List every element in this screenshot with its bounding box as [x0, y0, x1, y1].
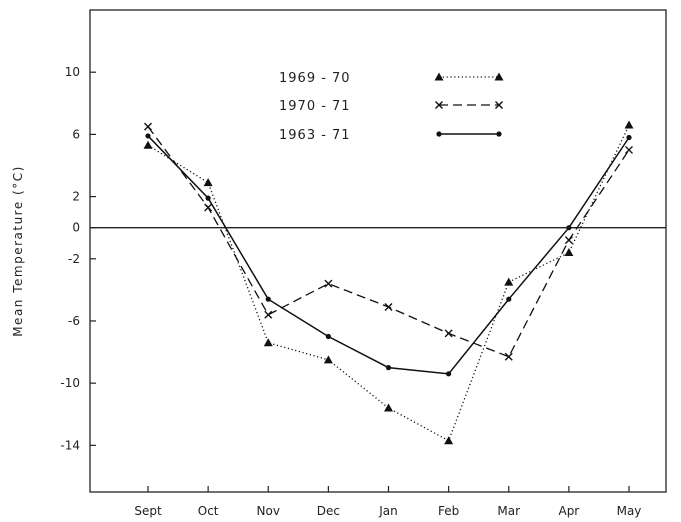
triangle-marker	[384, 403, 393, 412]
x-tick-label: Mar	[497, 504, 520, 518]
x-tick-label: Feb	[438, 504, 459, 518]
triangle-marker	[494, 72, 504, 81]
y-tick-label: 0	[72, 221, 80, 235]
dot-marker	[436, 131, 442, 137]
cross-marker	[564, 236, 573, 245]
y-tick-label: -14	[60, 438, 80, 452]
triangle-marker	[143, 140, 153, 149]
triangle-marker	[444, 436, 454, 445]
legend-label: 1970 - 71	[279, 99, 351, 114]
x-tick-label: Dec	[317, 504, 340, 518]
cross-marker	[504, 352, 513, 361]
dot-marker	[205, 195, 211, 201]
x-tick-label: Nov	[257, 504, 280, 518]
dot-marker	[325, 333, 331, 340]
y-axis-title: Mean Temperature (°C)	[11, 165, 25, 337]
triangle-marker	[434, 72, 444, 81]
x-tick-label: Jan	[378, 504, 398, 518]
series-2	[144, 122, 633, 361]
cross-marker	[384, 302, 393, 311]
y-tick-label: -2	[68, 252, 80, 266]
cross-marker	[495, 101, 503, 109]
dot-marker	[566, 225, 572, 231]
y-tick-label: -10	[60, 376, 80, 390]
y-tick-label: -6	[68, 314, 80, 328]
dot-marker	[626, 134, 632, 141]
triangle-marker	[564, 248, 574, 257]
legend-sample	[436, 131, 502, 137]
series-1	[143, 120, 634, 445]
legend-sample	[435, 101, 503, 109]
dot-marker	[385, 365, 392, 371]
x-tick-label: Apr	[558, 504, 579, 518]
dot-marker	[506, 296, 512, 302]
legend-label: 1969 - 70	[279, 71, 351, 86]
series-line	[147, 135, 630, 375]
cross-marker	[204, 203, 213, 212]
y-tick-label: 2	[72, 190, 80, 204]
y-axis: 10 6 2 0 -2 -6 -10 -14	[60, 65, 96, 452]
legend: 1969 - 70 1970 - 71 1963 - 71	[279, 71, 504, 143]
x-tick-label: Oct	[198, 504, 219, 518]
cross-marker	[264, 310, 273, 319]
cross-marker	[144, 122, 152, 131]
x-tick-label: May	[617, 504, 642, 518]
dot-marker	[265, 296, 271, 302]
cross-marker	[625, 145, 633, 154]
x-axis: Sept Oct Nov Dec Jan Feb Mar Apr May	[134, 486, 641, 518]
plot-frame	[89, 9, 667, 493]
cross-marker	[444, 329, 453, 338]
y-tick-label: 10	[65, 65, 80, 79]
x-tick-label: Sept	[134, 504, 162, 518]
cross-marker	[324, 279, 333, 288]
series-line	[147, 124, 630, 442]
cross-marker	[435, 101, 443, 109]
legend-label: 1963 - 71	[279, 128, 351, 143]
y-tick-label: 6	[72, 127, 80, 141]
triangle-marker	[624, 120, 634, 129]
triangle-marker	[203, 178, 213, 187]
dot-marker	[145, 133, 151, 139]
series-3	[145, 133, 632, 377]
triangle-marker	[504, 277, 514, 286]
triangle-marker	[263, 338, 273, 347]
dot-marker	[496, 131, 502, 137]
legend-sample	[434, 72, 504, 81]
dot-marker	[446, 371, 452, 377]
series-layer	[143, 120, 634, 445]
triangle-marker	[323, 355, 333, 364]
